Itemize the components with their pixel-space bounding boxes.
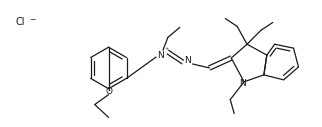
Text: N: N <box>239 79 245 88</box>
Text: Cl: Cl <box>15 17 25 27</box>
Text: −: − <box>29 15 36 24</box>
Text: N: N <box>184 55 191 65</box>
Text: N: N <box>156 51 163 60</box>
Text: O: O <box>105 87 112 96</box>
Text: ⁺: ⁺ <box>165 46 169 55</box>
